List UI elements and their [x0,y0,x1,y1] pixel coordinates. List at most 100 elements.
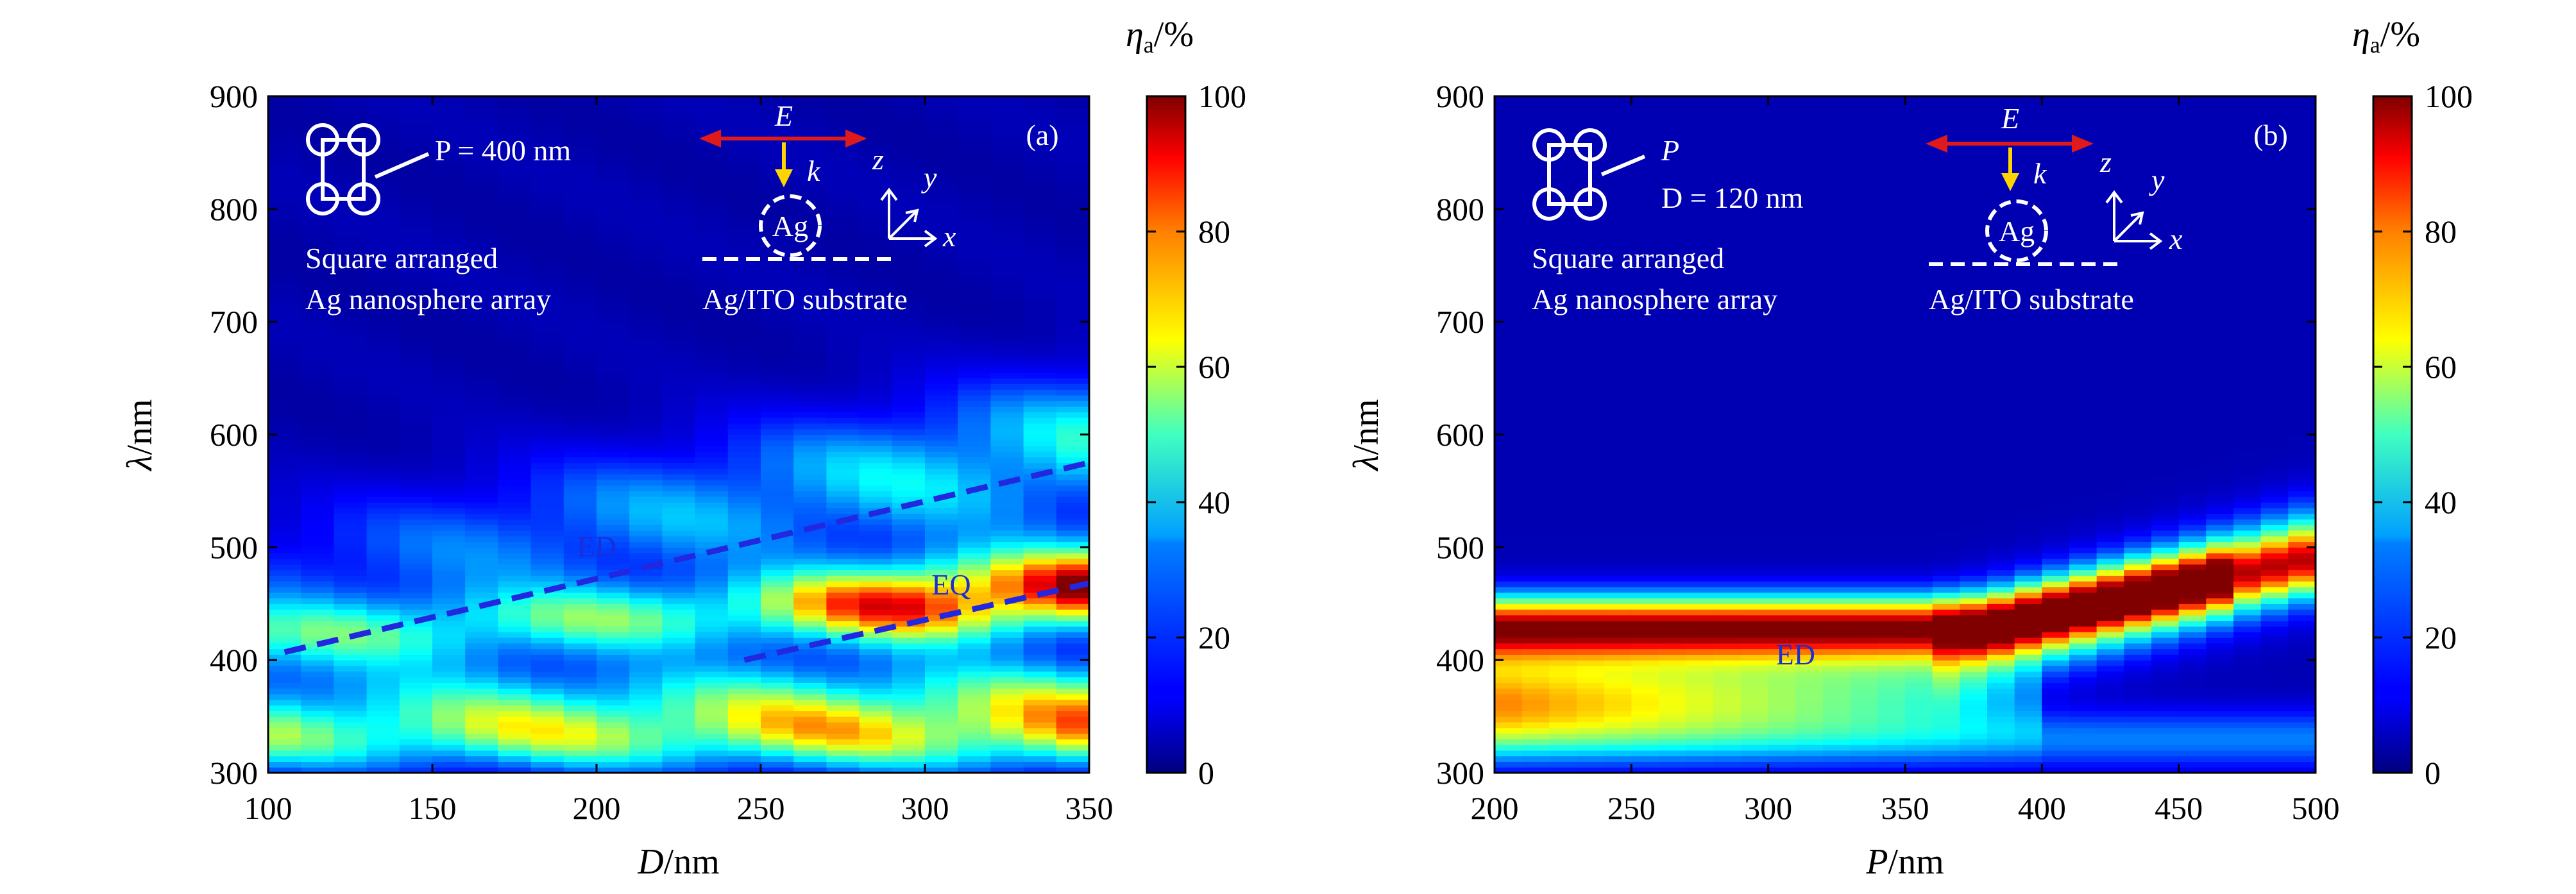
heat-cell [268,586,301,593]
heat-cell [1549,547,1577,553]
heat-cell [465,648,498,655]
heat-cell [1877,575,1906,582]
heat-cell [1577,479,1605,486]
heat-cell [563,164,597,170]
heat-cell [1795,130,1824,137]
heat-cell [1768,400,1796,407]
heat-cell [498,214,532,221]
heat-cell [399,237,433,244]
heat-cell [563,733,597,739]
heat-cell [1549,237,1577,244]
heat-cell [793,384,827,390]
heat-cell [1850,203,1878,210]
heat-cell [793,293,827,300]
heat-cell [1877,350,1906,357]
heat-cell [1713,491,1741,497]
heat-cell [432,474,466,480]
heat-cell [1850,147,1878,153]
heat-cell [301,254,334,260]
heat-cell [465,113,498,119]
heat-cell [301,135,334,142]
heat-cell [1056,513,1089,519]
heat-cell [334,299,368,305]
heat-cell [662,564,696,571]
heat-cell [1659,113,1687,119]
heat-cell [695,287,729,294]
heat-cell [1521,271,1550,277]
heat-cell [793,423,827,430]
heat-cell [826,203,860,210]
heat-cell [1768,316,1796,323]
heat-cell [1905,203,1933,210]
heat-cell [1686,394,1714,401]
heat-cell [530,553,564,559]
heat-cell [1823,208,1851,215]
heat-cell [1577,130,1605,137]
heat-cell [597,434,630,441]
heat-cell [597,130,630,137]
heat-cell [695,305,729,311]
heat-cell [530,428,564,435]
heat-cell [1795,643,1824,650]
heat-cell [465,276,498,283]
heat-cell [1056,536,1089,543]
heat-cell [1850,440,1878,446]
heat-cell [695,637,729,644]
heat-cell [761,558,794,565]
heat-cell [859,474,893,480]
heat-cell [1795,693,1824,700]
heat-cell [597,135,630,142]
heat-cell [761,654,794,661]
heat-cell [1495,158,1523,165]
heat-cell [432,434,466,441]
heat-cell [1686,198,1714,204]
heat-cell [793,367,827,373]
heat-cell [793,372,827,379]
heat-cell [1495,485,1523,492]
heat-cell [1604,237,1632,244]
heat-cell [1741,265,1769,272]
heat-cell [1495,152,1523,159]
heat-cell [1604,586,1632,593]
heat-cell [1713,721,1741,729]
heat-cell [465,305,498,311]
heat-cell [925,372,958,379]
heat-cell [958,507,991,514]
heat-cell [1023,586,1057,593]
heat-cell [399,186,433,193]
heat-cell [629,226,663,232]
heat-cell [465,440,498,446]
heat-cell [1823,344,1851,351]
heat-cell [826,119,860,125]
heat-cell [1023,547,1057,553]
heat-cell [761,378,794,384]
heat-cell [268,693,301,700]
heat-cell [761,637,794,644]
heat-cell [597,282,630,289]
heat-cell [432,525,466,531]
heat-cell [793,564,827,571]
heat-cell [530,643,564,650]
heat-cell [1659,711,1687,717]
heat-cell [1495,327,1523,333]
heat-cell [925,101,958,108]
heat-cell [958,721,991,729]
heat-cell [1768,378,1796,384]
heat-cell [892,434,926,441]
heat-cell [925,558,958,565]
heat-cell [366,648,400,655]
heat-cell [1850,620,1878,627]
heat-cell [629,632,663,638]
heat-cell [1905,632,1933,638]
heat-cell [1549,412,1577,418]
heat-cell [1741,316,1769,323]
heat-cell [1877,130,1906,137]
heat-cell [859,417,893,424]
heat-cell [268,113,301,119]
heat-cell [1905,355,1933,362]
heat-cell [1577,451,1605,458]
heat-cell [662,767,696,773]
heat-cell [958,310,991,317]
heat-cell [1713,525,1741,531]
heat-cell [597,677,630,683]
